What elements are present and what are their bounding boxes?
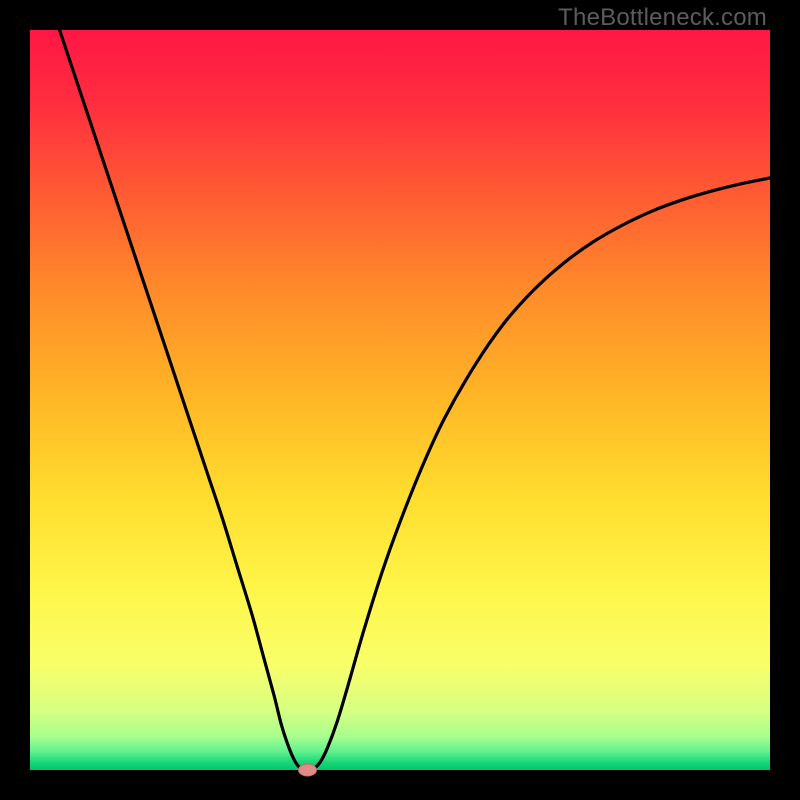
bottleneck-curve-chart [0, 0, 800, 800]
gradient-background [30, 30, 770, 770]
chart-container: TheBottleneck.com [0, 0, 800, 800]
vertex-marker [299, 764, 317, 776]
